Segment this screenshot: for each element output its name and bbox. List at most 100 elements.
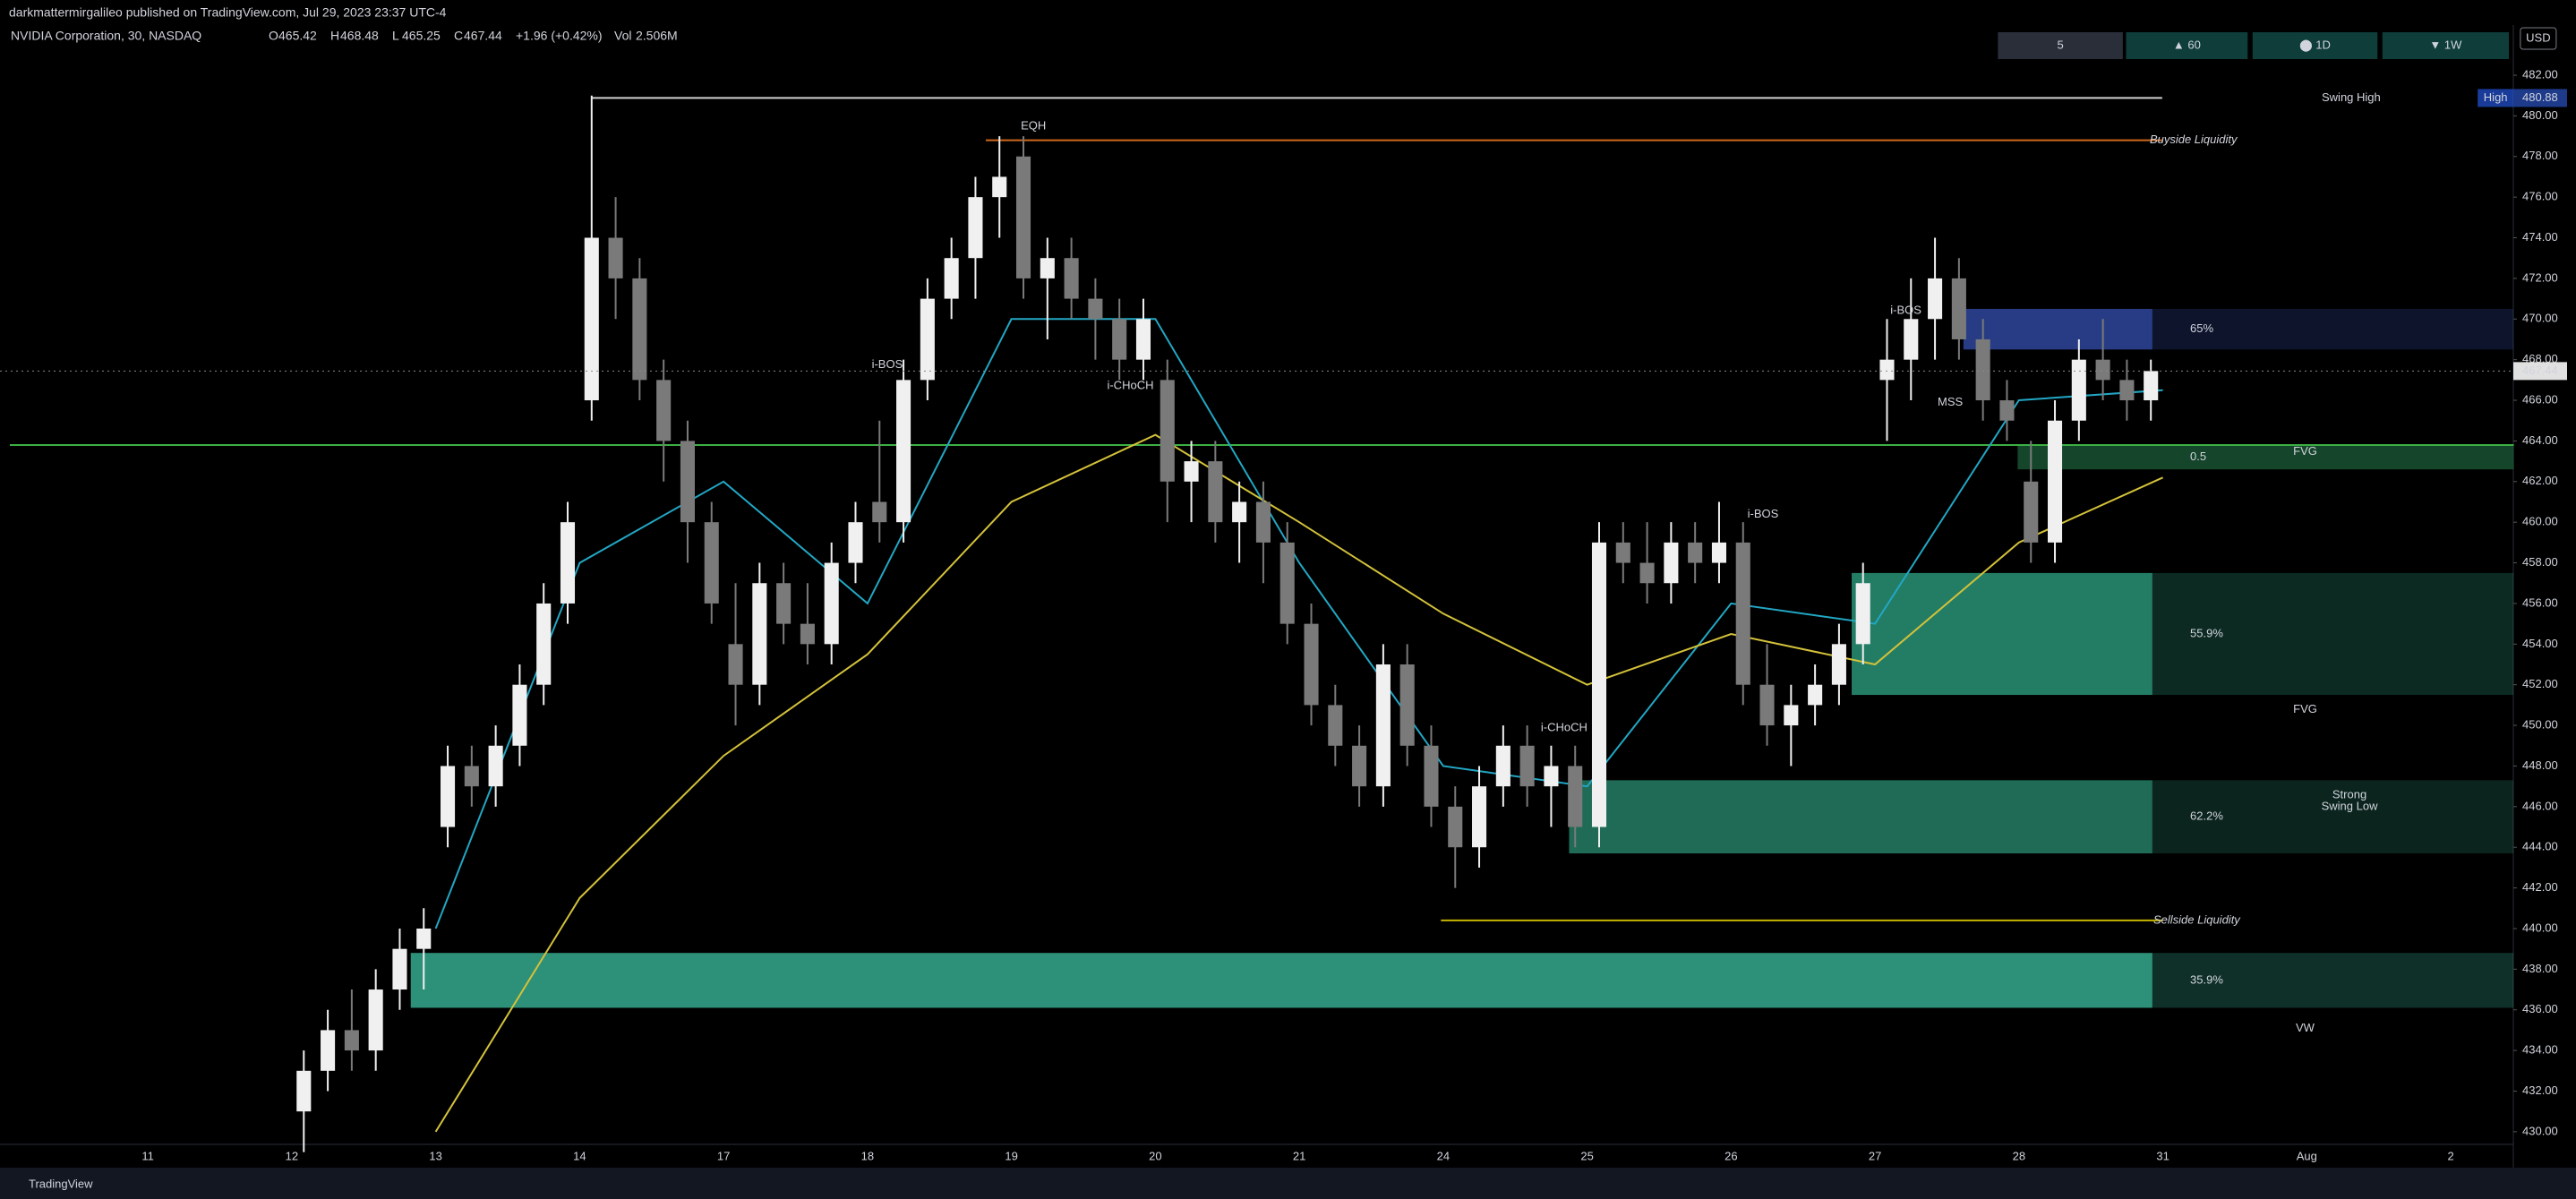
y-tick-label: 456.00 bbox=[2522, 595, 2558, 609]
x-tick-label: 19 bbox=[1005, 1149, 1017, 1162]
y-tick-label: 468.00 bbox=[2522, 352, 2558, 365]
currency-button[interactable] bbox=[2520, 27, 2557, 50]
zone-label: 65% bbox=[2190, 321, 2213, 335]
publisher: darkmattermirgalileo published on Tradin… bbox=[9, 5, 447, 20]
candle-body bbox=[1831, 644, 1846, 685]
timeframe-button[interactable] bbox=[2382, 32, 2510, 59]
ohlc-value: 465.42 bbox=[278, 29, 317, 43]
annotation: i-BOS bbox=[872, 357, 903, 371]
ohlc-key: C bbox=[454, 29, 463, 43]
candle-body bbox=[1375, 664, 1391, 787]
timeframe-label[interactable]: ▲ 60 bbox=[2173, 38, 2201, 51]
candle-body bbox=[1328, 705, 1343, 746]
high-price: 480.88 bbox=[2522, 90, 2558, 104]
x-tick-label: 2 bbox=[2447, 1149, 2453, 1162]
annotation: i-CHoCH bbox=[1541, 720, 1588, 733]
moving-average bbox=[434, 318, 2163, 929]
candle-body bbox=[680, 441, 695, 523]
timeframe-button[interactable] bbox=[2252, 32, 2378, 59]
moving-average bbox=[434, 433, 2164, 1133]
brand: TradingView bbox=[29, 1177, 93, 1190]
annotation: i-CHoCH bbox=[1107, 379, 1153, 392]
candle-body bbox=[1928, 278, 1943, 320]
annotation: VW bbox=[2296, 1021, 2315, 1034]
candle-body bbox=[872, 501, 887, 523]
y-tick-label: 432.00 bbox=[2522, 1083, 2558, 1097]
y-tick-label: 466.00 bbox=[2522, 392, 2558, 406]
timeframe-button[interactable] bbox=[1998, 32, 2123, 59]
plot: 65% 0.5 55.9% 62.2% 35.9% Swing High Buyside L… bbox=[10, 90, 2514, 1152]
candle-body bbox=[608, 237, 623, 278]
x-tick-label: 20 bbox=[1149, 1149, 1161, 1162]
y-tick-label: 442.00 bbox=[2522, 880, 2558, 894]
candle-body bbox=[344, 1030, 359, 1051]
y-tick-label: 476.00 bbox=[2522, 190, 2558, 203]
y-tick-label: 460.00 bbox=[2522, 515, 2558, 528]
x-tick-label: 14 bbox=[573, 1149, 586, 1162]
y-tick-label: 470.00 bbox=[2522, 312, 2558, 325]
candle-body bbox=[1759, 684, 1775, 726]
candle-body bbox=[1399, 664, 1415, 746]
candle-body bbox=[1615, 542, 1630, 563]
zone-label: 62.2% bbox=[2190, 809, 2223, 823]
y-tick-label: 436.00 bbox=[2522, 1002, 2558, 1015]
x-tick-label: 27 bbox=[1869, 1149, 1881, 1162]
y-tick-label: 434.00 bbox=[2522, 1043, 2558, 1057]
x-tick-label: 31 bbox=[2156, 1149, 2169, 1162]
candle-body bbox=[1904, 319, 1919, 360]
timeframe-label[interactable]: ⬤ 1D bbox=[2299, 38, 2331, 52]
candle-body bbox=[944, 258, 959, 299]
ohlc-value: 468.48 bbox=[340, 29, 379, 43]
annotation: i-BOS bbox=[1748, 507, 1779, 520]
symbol: NVIDIA Corporation, 30, NASDAQ bbox=[11, 29, 201, 43]
candle-body bbox=[1448, 806, 1463, 848]
candle-body bbox=[1519, 745, 1535, 787]
candle-body bbox=[1639, 562, 1655, 584]
candle-body bbox=[2047, 420, 2063, 543]
change: +1.96 (+0.42%) bbox=[516, 29, 603, 43]
x-tick-label: 26 bbox=[1724, 1149, 1737, 1162]
candle-body bbox=[1208, 461, 1223, 523]
timeframe-label[interactable]: 5 bbox=[2057, 38, 2063, 51]
candle-body bbox=[1472, 786, 1487, 848]
candle-body bbox=[1688, 542, 1703, 563]
y-tick-label: 464.00 bbox=[2522, 433, 2558, 447]
x-tick-label: 17 bbox=[717, 1149, 730, 1162]
annotation: Strong bbox=[2332, 788, 2366, 801]
high-tag bbox=[2478, 89, 2514, 107]
vol: 2.506M bbox=[636, 29, 678, 43]
zone bbox=[410, 953, 2152, 1008]
x-tick-label: 11 bbox=[141, 1149, 154, 1162]
zone-extension bbox=[2152, 308, 2513, 350]
candle-body bbox=[1664, 542, 1679, 584]
last-price: 467.44 bbox=[2522, 364, 2558, 377]
timeframe-label[interactable]: ▼ 1W bbox=[2429, 38, 2462, 51]
currency[interactable]: USD bbox=[2526, 30, 2550, 44]
ohlc-value: 467.44 bbox=[464, 29, 502, 43]
candle-body bbox=[752, 583, 767, 685]
ohlc-key: O bbox=[269, 29, 278, 43]
candle-body bbox=[321, 1030, 336, 1071]
candle-body bbox=[1784, 705, 1799, 726]
candle-body bbox=[1352, 745, 1367, 787]
candle-body bbox=[1424, 745, 1439, 807]
level-label: Swing High bbox=[2322, 90, 2381, 104]
y-tick-label: 478.00 bbox=[2522, 149, 2558, 162]
zone bbox=[1852, 572, 2152, 696]
y-tick-label: 474.00 bbox=[2522, 230, 2558, 244]
candle-body bbox=[1951, 278, 1966, 339]
timeframe-button[interactable] bbox=[2126, 32, 2248, 59]
last-price-tag bbox=[2513, 362, 2567, 381]
x-tick-label: 13 bbox=[429, 1149, 441, 1162]
zone-label: 35.9% bbox=[2190, 972, 2223, 986]
candle-body bbox=[1879, 359, 1895, 381]
candle-body bbox=[512, 684, 527, 746]
candle-body bbox=[1544, 766, 1559, 787]
candle-body bbox=[1160, 380, 1175, 482]
level-label: Sellside Liquidity bbox=[2153, 912, 2241, 926]
ohlc-value: 465.25 bbox=[402, 29, 441, 43]
y-tick-label: 440.00 bbox=[2522, 921, 2558, 934]
candle-body bbox=[1112, 319, 1127, 360]
